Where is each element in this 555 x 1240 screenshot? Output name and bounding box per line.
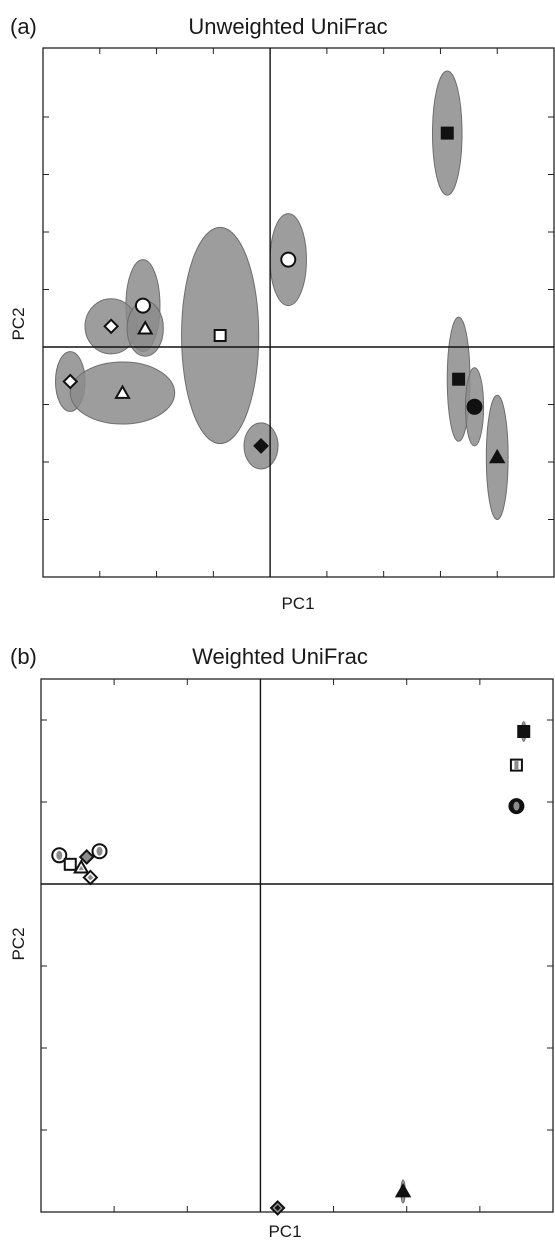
panel-a-plot-frame xyxy=(42,47,555,578)
panel-b-label: (b) xyxy=(10,644,37,669)
panel-a-point-circle-white xyxy=(280,251,297,268)
panel-b-ticks xyxy=(41,679,553,1212)
panel-b-ellipses xyxy=(275,721,527,1213)
panel-b-point-circle-white-gray xyxy=(51,847,68,864)
panel-b-point-triangle-black xyxy=(394,1182,412,1198)
panel-a-y-axis-label: PC2 xyxy=(9,307,28,340)
panel-b-point-circle-white-gray xyxy=(91,843,108,860)
panel-b-point-square-white xyxy=(63,857,77,871)
panel-b-point-square-black xyxy=(517,724,531,738)
panel-a-point-circle-black xyxy=(466,398,483,415)
panel-a-point-square-white xyxy=(213,329,227,342)
panel-a-point-square-black xyxy=(440,126,454,140)
panel-a-point-triangle-black xyxy=(488,448,506,464)
panel-a-ticks xyxy=(43,48,554,577)
panel-a-ellipses xyxy=(54,70,509,520)
panel-b-plot-frame xyxy=(40,678,554,1213)
panel-a-title: Unweighted UniFrac xyxy=(188,14,387,39)
panel-a-point-diamond-black xyxy=(253,437,269,454)
panel-b-point-diamond-gray-black xyxy=(269,1199,286,1216)
panel-a-points xyxy=(62,126,506,464)
panel-a: (a) Unweighted UniFrac PC1 PC2 xyxy=(9,14,555,613)
panel-b-zero-lines xyxy=(41,679,553,1212)
panel-a-zero-lines xyxy=(43,48,554,577)
panel-b-point-diamond-white-gray xyxy=(82,869,99,886)
panel-b-point-square-white-gray xyxy=(509,758,523,772)
panel-b-x-axis-label: PC1 xyxy=(268,1222,301,1240)
panel-b-point-diamond-gray xyxy=(78,849,95,865)
panel-a-point-diamond-white xyxy=(103,318,120,335)
panel-b-point-circle-black-gray xyxy=(508,798,525,815)
panel-a-point-circle-white xyxy=(134,297,151,314)
panel-b-point-triangle-white-gray xyxy=(73,859,90,874)
panel-a-label: (a) xyxy=(10,14,37,39)
panel-a-point-triangle-white xyxy=(136,320,154,335)
panel-b: (b) Weighted UniFrac PC1 PC2 xyxy=(9,644,554,1240)
panel-b-y-axis-label: PC2 xyxy=(9,927,28,960)
panel-a-point-diamond-white xyxy=(62,373,79,390)
panel-a-x-axis-label: PC1 xyxy=(281,594,314,613)
panel-a-point-triangle-white xyxy=(114,384,131,399)
panel-a-point-square-black xyxy=(452,372,466,386)
panel-b-title: Weighted UniFrac xyxy=(192,644,368,669)
panel-b-points xyxy=(51,724,531,1216)
